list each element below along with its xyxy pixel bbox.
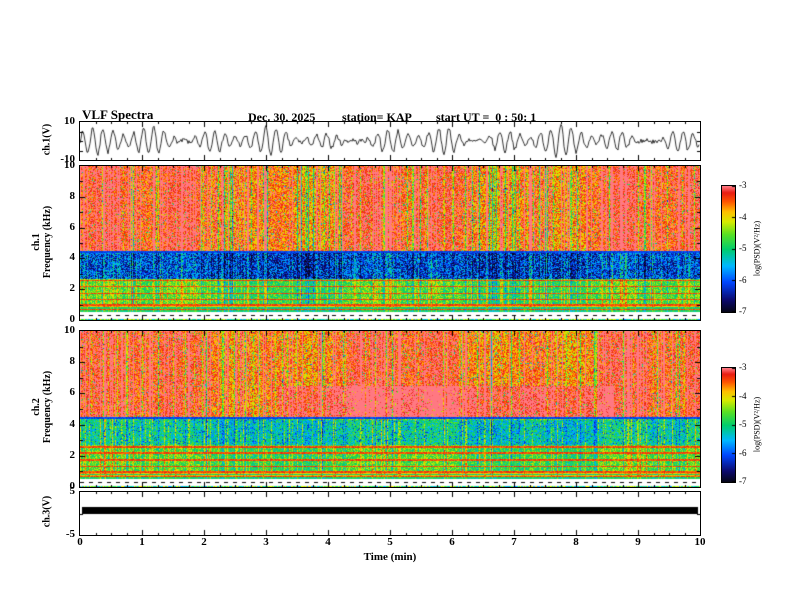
ch3-waveform-canvas xyxy=(79,491,701,536)
tick-label: 0 xyxy=(77,536,83,548)
tick-label: 6 xyxy=(449,536,455,548)
tick-label: 8 xyxy=(69,355,76,368)
tick-label: 10 xyxy=(64,324,75,336)
ch3-voltage-axis-text: ch.3(V) xyxy=(41,495,53,528)
ch1-spectrogram-canvas xyxy=(79,165,701,321)
colorbar1-axis-label: log(PSD)(V²/Hz) xyxy=(752,204,763,294)
colorbar2-axis-text: log(PSD)(V²/Hz) xyxy=(752,396,762,453)
tick-label: -3 xyxy=(739,180,747,190)
tick-label: 4 xyxy=(69,251,76,264)
colorbar1-axis-text: log(PSD)(V²/Hz) xyxy=(752,220,762,277)
tick-label: -7 xyxy=(739,476,747,486)
figure-title: VLF Spectra xyxy=(82,107,154,122)
ch1-spec-label-line1: ch.1 xyxy=(31,233,42,251)
date-label: Dec. 30, 2025 xyxy=(248,110,316,124)
time-axis-label: Time (min) xyxy=(363,551,417,563)
tick-label: 9 xyxy=(635,536,641,548)
tick-label: 4 xyxy=(69,417,76,430)
ch2-frequency-axis-label: ch.2 Frequency (kHz) xyxy=(31,347,53,467)
ch2-spectrogram-canvas xyxy=(79,330,701,488)
ch1-frequency-axis-label: ch.1 Frequency (kHz) xyxy=(31,182,53,302)
ch2-spec-label-line2: Frequency (kHz) xyxy=(42,370,53,444)
tick-label: 8 xyxy=(69,189,76,202)
tick-label: 6 xyxy=(69,386,76,399)
tick-label: 10 xyxy=(694,536,706,548)
tick-label: -5 xyxy=(739,419,747,429)
tick-label: 7 xyxy=(511,536,517,548)
colorbar-ch2 xyxy=(721,367,736,483)
tick-label: 2 xyxy=(201,536,207,548)
tick-label: 2 xyxy=(69,448,76,461)
tick-label: -6 xyxy=(739,274,747,285)
tick-label: 10 xyxy=(64,115,75,127)
tick-label: -4 xyxy=(739,390,747,401)
tick-label: 0 xyxy=(69,313,76,325)
tick-label: -4 xyxy=(739,211,747,222)
tick-label: 10 xyxy=(64,159,75,171)
tick-label: -7 xyxy=(739,306,747,316)
tick-label: 4 xyxy=(325,536,331,548)
ch3-voltage-axis-label: ch.3(V) xyxy=(42,482,53,542)
ch1-voltage-axis-text: ch.1(V) xyxy=(41,123,53,156)
ch1-voltage-axis-label: ch.1(V) xyxy=(42,110,53,170)
tick-label: 2 xyxy=(69,282,76,295)
ch1-spec-label-line2: Frequency (kHz) xyxy=(42,205,53,279)
station-label: station= KAP xyxy=(342,110,412,124)
tick-label: 3 xyxy=(263,536,269,548)
ch2-spec-label-line1: ch.2 xyxy=(31,398,42,416)
tick-label: -10 xyxy=(60,153,75,165)
tick-label: 5 xyxy=(69,485,76,497)
tick-label: -3 xyxy=(739,362,747,372)
ch1-waveform-canvas xyxy=(79,121,701,161)
tick-label: -5 xyxy=(65,528,75,540)
tick-label: 5 xyxy=(387,536,393,548)
tick-label: 1 xyxy=(139,536,145,548)
tick-label: 0 xyxy=(69,480,76,492)
tick-label: -6 xyxy=(739,447,747,458)
colorbar2-axis-label: log(PSD)(V²/Hz) xyxy=(752,380,763,470)
start-ut-label: start UT = 0 : 50: 1 xyxy=(436,110,537,124)
colorbar-ch1 xyxy=(721,185,736,313)
tick-label: 8 xyxy=(573,536,579,548)
tick-label: -5 xyxy=(739,243,747,253)
tick-label: 6 xyxy=(69,220,76,233)
